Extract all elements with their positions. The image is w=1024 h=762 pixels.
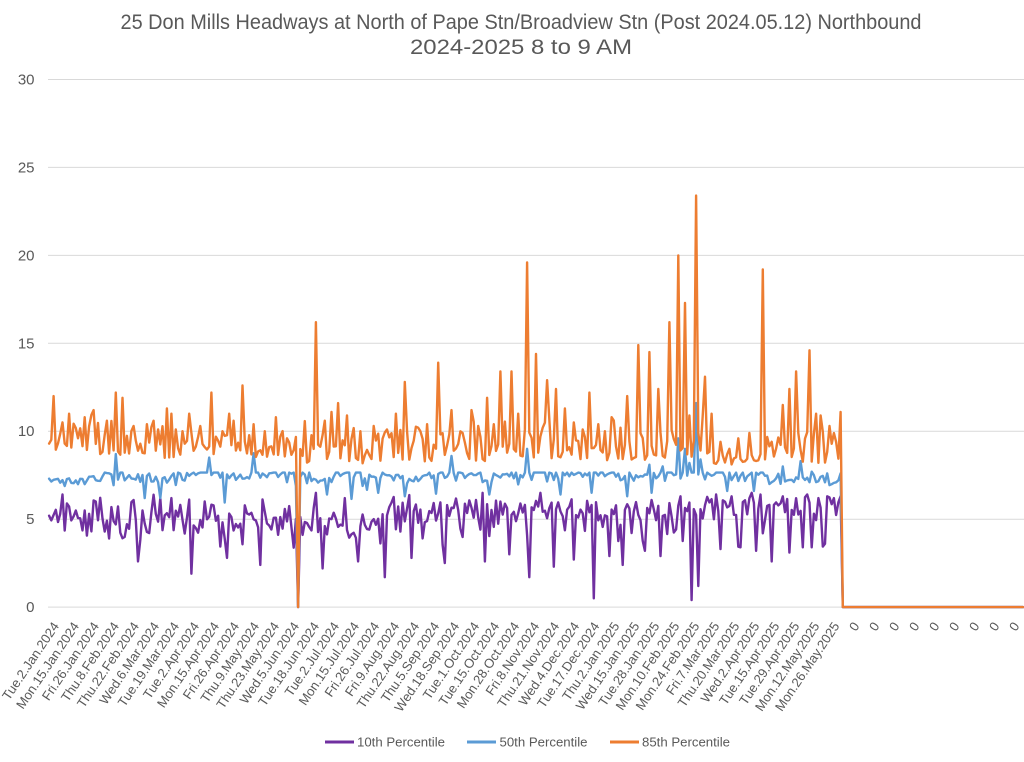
svg-text:2024-2025 8 to 9 AM: 2024-2025 8 to 9 AM bbox=[410, 35, 632, 59]
svg-text:0: 0 bbox=[1006, 619, 1023, 633]
svg-text:0: 0 bbox=[946, 619, 963, 633]
svg-text:0: 0 bbox=[926, 619, 943, 633]
svg-text:0: 0 bbox=[906, 619, 923, 633]
svg-text:0: 0 bbox=[26, 599, 34, 616]
svg-text:50th Percentile: 50th Percentile bbox=[500, 735, 588, 750]
svg-text:15: 15 bbox=[18, 335, 35, 352]
svg-text:5: 5 bbox=[26, 511, 34, 528]
svg-text:30: 30 bbox=[18, 72, 35, 89]
svg-text:25 Don Mills Headways at North: 25 Don Mills Headways at North of Pape S… bbox=[121, 10, 922, 34]
svg-text:0: 0 bbox=[966, 619, 983, 633]
svg-text:10: 10 bbox=[18, 423, 35, 440]
svg-text:20: 20 bbox=[18, 247, 35, 264]
svg-text:0: 0 bbox=[986, 619, 1003, 633]
svg-text:85th Percentile: 85th Percentile bbox=[642, 735, 730, 750]
svg-text:0: 0 bbox=[886, 619, 903, 633]
svg-text:25: 25 bbox=[18, 159, 35, 176]
svg-text:10th Percentile: 10th Percentile bbox=[357, 735, 445, 750]
svg-text:0: 0 bbox=[846, 619, 863, 633]
svg-text:0: 0 bbox=[866, 619, 883, 633]
